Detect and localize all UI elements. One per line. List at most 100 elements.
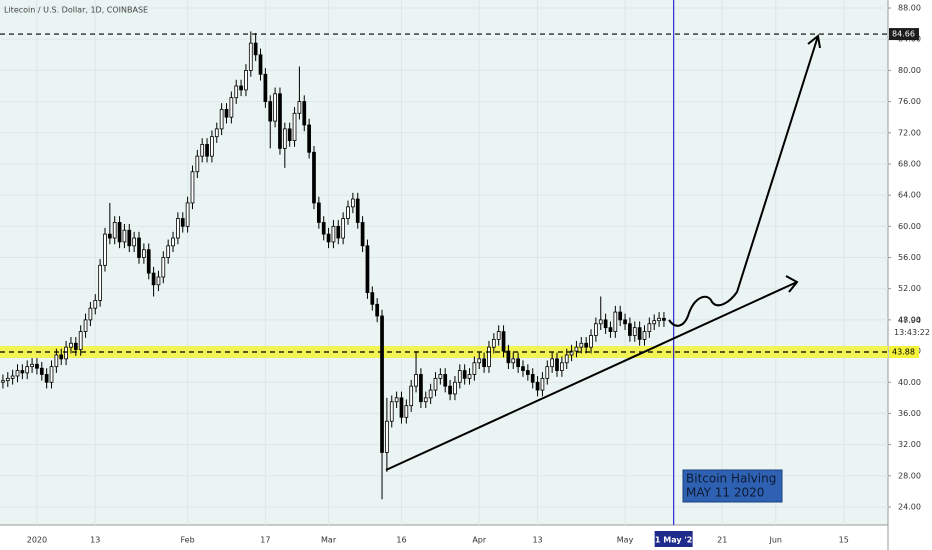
candle-body bbox=[83, 319, 88, 332]
candle-body bbox=[555, 358, 559, 371]
candle-body bbox=[423, 397, 428, 403]
candle-body bbox=[176, 218, 180, 239]
x-tick-label: 17 bbox=[260, 536, 270, 545]
candle-body bbox=[501, 331, 506, 352]
candle-body bbox=[103, 233, 107, 266]
candle-body bbox=[613, 311, 618, 332]
candle-body bbox=[195, 155, 200, 173]
annotation-box bbox=[682, 469, 783, 503]
candle-body bbox=[540, 377, 545, 391]
candle-body bbox=[550, 358, 555, 368]
candle-body bbox=[292, 112, 297, 141]
x-tick-label: Apr bbox=[472, 536, 487, 545]
candle-body bbox=[598, 319, 603, 325]
candle-body bbox=[69, 342, 73, 348]
candle-body bbox=[370, 292, 375, 305]
candle-body bbox=[316, 202, 321, 223]
candle-body bbox=[248, 42, 253, 71]
candle-body bbox=[278, 93, 282, 149]
candle-body bbox=[399, 397, 404, 418]
x-tick-label: 21 bbox=[717, 536, 727, 545]
candle-body bbox=[477, 358, 482, 364]
y-tick-label: 32.00 bbox=[898, 440, 921, 449]
candle-body bbox=[589, 335, 593, 348]
x-tick-label: 13 bbox=[90, 536, 100, 545]
candle-body bbox=[360, 222, 365, 247]
candle-body bbox=[273, 93, 277, 122]
candle-body bbox=[618, 311, 623, 321]
candle-body bbox=[234, 85, 239, 99]
candle-body bbox=[642, 331, 647, 340]
candle-body bbox=[584, 342, 589, 348]
y-tick-label: 40.00 bbox=[898, 378, 921, 387]
x-tick-label: 2020 bbox=[27, 536, 47, 545]
candle-body bbox=[263, 73, 268, 102]
candle-body bbox=[521, 366, 525, 371]
candle-body bbox=[657, 317, 661, 322]
y-tick-label: 28.00 bbox=[898, 471, 921, 480]
candle-body bbox=[574, 346, 579, 352]
candle-body bbox=[487, 346, 491, 368]
candle-body bbox=[467, 374, 472, 379]
candle-body bbox=[156, 276, 161, 286]
candle-body bbox=[506, 350, 511, 364]
candle-body bbox=[93, 299, 98, 309]
candle-body bbox=[117, 222, 122, 243]
x-tick-label: Jun bbox=[768, 536, 782, 545]
candle-body bbox=[409, 385, 414, 407]
candle-body bbox=[457, 370, 462, 383]
y-tick-label: 48.00 bbox=[898, 315, 921, 324]
candle-body bbox=[54, 354, 59, 368]
candle-body bbox=[428, 389, 433, 399]
price-axis-panel bbox=[888, 0, 932, 550]
y-tick-label: 72.00 bbox=[898, 128, 921, 137]
candle-body bbox=[535, 381, 540, 391]
candle-body bbox=[525, 370, 530, 375]
candle-body bbox=[326, 233, 331, 243]
x-tick-label: 13 bbox=[532, 536, 542, 545]
last-price-label: 47.94 bbox=[898, 316, 921, 325]
candle-body bbox=[438, 374, 443, 379]
candle-body bbox=[39, 367, 44, 375]
x-tick-highlight bbox=[654, 531, 693, 547]
candle-body bbox=[472, 362, 477, 375]
annotation-text: Bitcoin Halving bbox=[686, 472, 776, 486]
candle-body bbox=[569, 350, 574, 356]
candle-body bbox=[15, 370, 20, 377]
candle-body bbox=[380, 315, 384, 453]
candle-body bbox=[64, 346, 68, 360]
candle-body bbox=[185, 202, 190, 227]
candle-body bbox=[127, 229, 132, 247]
candle-body bbox=[146, 249, 151, 274]
candle-body bbox=[530, 374, 535, 383]
candle-body bbox=[375, 303, 380, 317]
candle-body bbox=[647, 323, 652, 332]
candle-body bbox=[35, 363, 39, 369]
y-tick-label: 36.00 bbox=[898, 409, 921, 418]
candle-body bbox=[603, 319, 608, 329]
x-tick-label: 16 bbox=[396, 536, 406, 545]
candle-body bbox=[30, 363, 34, 368]
candle-body bbox=[443, 374, 448, 387]
candle-body bbox=[268, 101, 273, 122]
candle-body bbox=[200, 144, 205, 157]
candle-body bbox=[594, 323, 598, 336]
candle-body bbox=[482, 358, 486, 368]
candle-body bbox=[10, 375, 15, 379]
y-tick-label: 60.00 bbox=[898, 222, 921, 231]
candle-body bbox=[98, 264, 102, 301]
candle-body bbox=[258, 54, 263, 75]
y-tick-label: 76.00 bbox=[898, 97, 921, 106]
y-tick-label: 80.00 bbox=[898, 66, 921, 75]
candle-body bbox=[219, 108, 224, 130]
y-tick-label: 68.00 bbox=[898, 159, 921, 168]
candle-body bbox=[297, 101, 302, 114]
candle-body bbox=[5, 377, 10, 382]
overlays bbox=[0, 0, 888, 525]
candle-body bbox=[516, 358, 520, 368]
projection-arrow bbox=[668, 34, 821, 327]
candle-body bbox=[302, 101, 307, 126]
candle-body bbox=[414, 374, 418, 387]
candle-body bbox=[623, 319, 627, 325]
